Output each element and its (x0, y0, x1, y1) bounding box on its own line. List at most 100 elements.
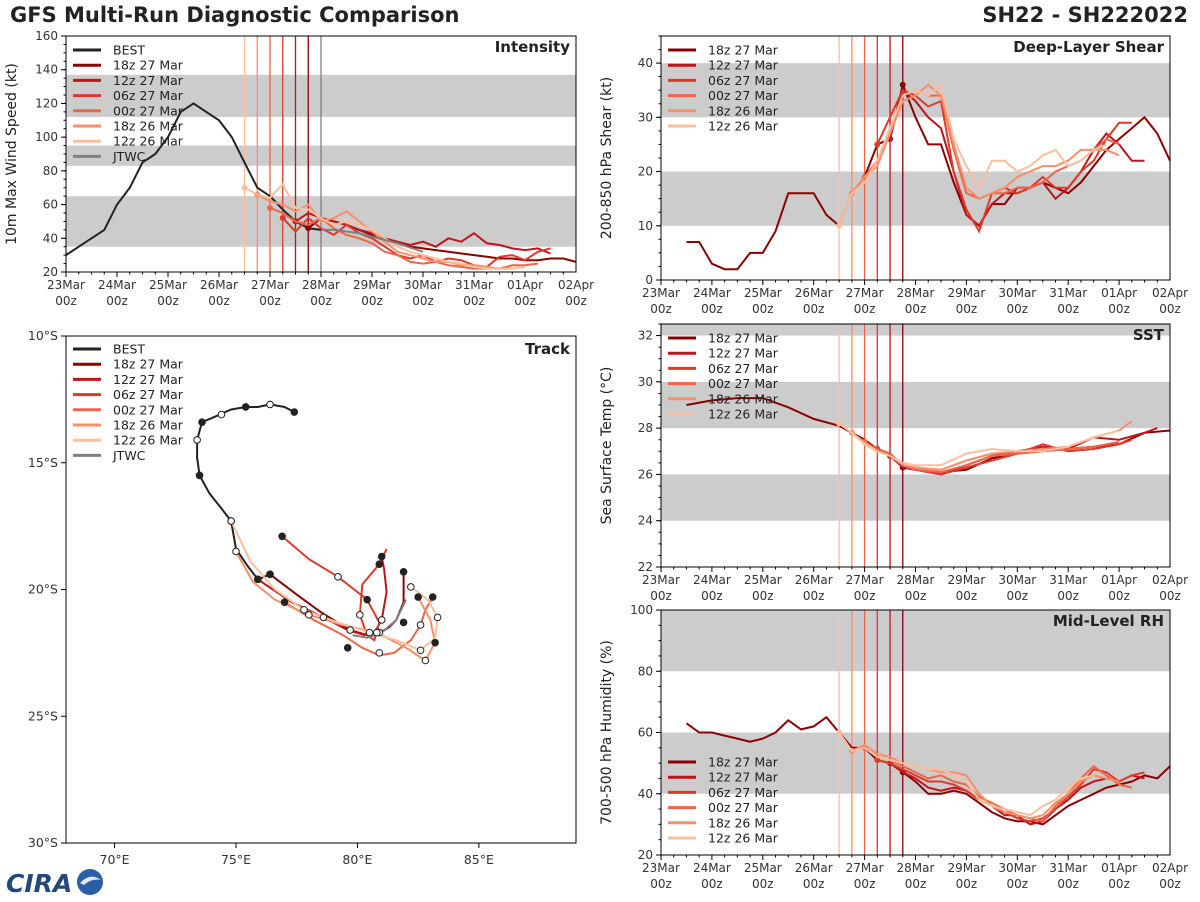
y-tick-label: 40 (638, 787, 653, 801)
x-tick-hour-label: 00z (701, 589, 723, 603)
legend-label: 12z 26 Mar (708, 119, 779, 134)
track-position-marker (266, 400, 274, 409)
panel-title: SST (1133, 326, 1165, 344)
x-tick-label: 23Mar (642, 286, 680, 300)
legend-label: 00z 27 Mar (113, 103, 184, 118)
x-tick-label: 27Mar (251, 278, 289, 292)
shaded-band (661, 63, 1170, 118)
series-line-12z-26-Mar (838, 422, 1120, 467)
track-line-12z-26-Mar (230, 520, 439, 652)
series-line-12z-26-Mar (838, 731, 1094, 817)
legend-label: 18z 27 Mar (113, 58, 184, 73)
series-line-18z-26-Mar (851, 743, 1120, 820)
legend-label: 06z 27 Mar (708, 361, 779, 376)
track-position-marker (377, 616, 386, 624)
x-tick-hour-label: 00z (565, 294, 587, 308)
x-tick-label: 27Mar (846, 861, 884, 875)
init-point (887, 452, 894, 459)
x-tick-label: 28Mar (897, 573, 935, 587)
legend-label: JTWC (112, 448, 146, 463)
legend-label: 18z 26 Mar (113, 418, 184, 433)
track-position-marker (399, 567, 408, 576)
init-point (241, 184, 248, 191)
x-tick-label: 01Apr (1101, 573, 1137, 587)
series-line-06z-27-Mar (876, 88, 1132, 234)
axes-frame (65, 335, 577, 844)
series-line-18z-27-Mar (307, 217, 577, 263)
y-axis-label: 700-500 hPa Humidity (%) (599, 640, 615, 825)
y-tick-label: 80 (638, 664, 653, 678)
x-tick-label: 30Mar (404, 278, 442, 292)
x-tick-hour-label: 00z (956, 589, 978, 603)
track-position-marker (407, 583, 415, 591)
track-position-marker (280, 598, 289, 606)
series-line-12z-27-Mar (294, 211, 551, 255)
series-line-18z-27-Mar (901, 84, 1171, 228)
x-tick-hour-label: 00z (803, 877, 825, 891)
y-tick-label: 10 (638, 219, 653, 233)
legend-label: 12z 26 Mar (708, 407, 779, 422)
track-position-marker (433, 613, 442, 622)
legend-label: 12z 27 Mar (113, 372, 184, 387)
x-tick-label: 28Mar (302, 278, 340, 292)
init-point (899, 769, 906, 776)
x-tick-hour-label: 00z (650, 589, 672, 603)
x-tick-label: 70°E (100, 852, 130, 867)
legend-label: 18z 26 Mar (113, 119, 184, 134)
globe-icon (77, 869, 103, 895)
series-line-BEST (686, 84, 904, 271)
track-position-marker (373, 628, 381, 637)
x-tick-hour-label: 00z (106, 294, 128, 308)
x-tick-label: 02Apr (1152, 573, 1188, 587)
x-tick-label: 31Mar (1049, 861, 1087, 875)
track-position-marker (300, 605, 308, 614)
y-tick-label: 0 (645, 273, 653, 287)
axes-frame (65, 35, 577, 273)
x-tick-hour-label: 00z (1057, 302, 1079, 316)
series-line-12z-26-Mar (244, 182, 526, 270)
series-line-00z-27-Mar (863, 89, 1120, 200)
x-tick-hour-label: 00z (412, 294, 434, 308)
x-tick-label: 27Mar (846, 573, 884, 587)
y-tick-label: 22 (638, 560, 653, 574)
track-line-18z-27-Mar (269, 571, 405, 637)
init-point (887, 760, 894, 767)
series-line-18z-27-Mar (902, 429, 1171, 474)
x-tick-hour-label: 00z (1159, 877, 1181, 891)
init-point (267, 204, 273, 211)
shaded-band (66, 145, 576, 166)
track-position-marker (241, 403, 250, 411)
x-tick-hour-label: 00z (803, 589, 825, 603)
x-tick-label: 29Mar (947, 573, 985, 587)
x-tick-hour-label: 00z (1007, 589, 1029, 603)
x-tick-label: 24Mar (693, 861, 731, 875)
legend-label: 06z 27 Mar (113, 387, 184, 402)
legend-label: 12z 26 Mar (113, 433, 184, 448)
y-tick-label: 28 (638, 421, 653, 435)
track-position-marker (365, 628, 374, 637)
panel-track: 70°E 75°E 80°E 85°E 10°S 15°S 20°S 25°S 30°S Trac… (28, 328, 577, 867)
series-line-12z-27-Mar (889, 427, 1158, 476)
y-tick-label: 26 (638, 467, 653, 481)
track-position-marker (343, 644, 352, 652)
series-line-06z-27-Mar (282, 216, 551, 268)
track-position-marker (266, 570, 274, 579)
y-tick-label: 30°S (28, 835, 58, 850)
y-tick-label: 40 (43, 231, 58, 245)
x-tick-hour-label: 00z (1057, 589, 1079, 603)
x-tick-label: 01Apr (1101, 861, 1137, 875)
x-tick-hour-label: 00z (701, 302, 723, 316)
x-tick-hour-label: 00z (361, 294, 383, 308)
series-line-BEST (685, 715, 904, 774)
track-position-marker (377, 552, 386, 561)
series-line-18z-26-Mar (851, 420, 1133, 471)
track-position-marker (305, 611, 313, 619)
legend-label: 12z 26 Mar (113, 134, 184, 149)
legend-label: 18z 26 Mar (708, 103, 779, 118)
x-tick-label: 02Apr (1152, 861, 1188, 875)
series-line-06z-27-Mar (876, 438, 1133, 476)
x-tick-label: 27Mar (846, 286, 884, 300)
track-position-marker (217, 410, 226, 419)
track-position-marker (193, 436, 201, 444)
x-tick-hour-label: 00z (1007, 302, 1029, 316)
